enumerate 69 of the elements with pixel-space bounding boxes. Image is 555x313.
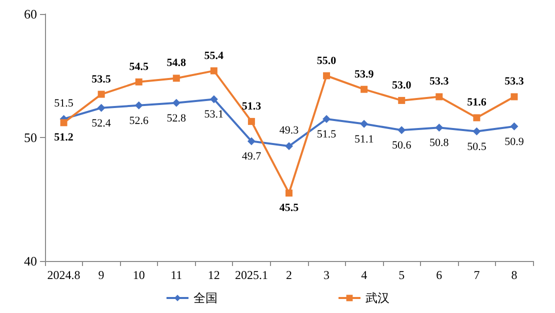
x-tick-label: 11 xyxy=(170,268,182,282)
x-tick-label: 2 xyxy=(286,268,292,282)
point xyxy=(286,190,292,197)
point xyxy=(135,78,142,86)
point xyxy=(98,90,105,98)
x-tick-label: 6 xyxy=(436,268,442,282)
data-label: 51.6 xyxy=(467,96,487,109)
point xyxy=(97,104,106,112)
data-label: 53.0 xyxy=(392,79,412,92)
data-label: 53.5 xyxy=(92,73,112,86)
point xyxy=(472,127,481,136)
data-label: 50.9 xyxy=(504,136,524,148)
data-label: 54.5 xyxy=(129,60,149,73)
point xyxy=(210,95,218,104)
y-tick-label: 40 xyxy=(24,254,37,268)
point xyxy=(398,126,406,134)
data-label: 52.4 xyxy=(92,117,112,130)
x-tick-label: 8 xyxy=(511,268,518,282)
x-tick-label: 2025.1 xyxy=(234,268,268,282)
point xyxy=(172,74,180,82)
data-label: 52.6 xyxy=(129,114,149,127)
data-label: 45.5 xyxy=(279,202,300,214)
point xyxy=(510,122,518,130)
point xyxy=(473,114,480,122)
y-tick-label: 60 xyxy=(24,6,37,22)
data-label: 51.5 xyxy=(54,97,74,110)
point xyxy=(398,96,406,104)
data-label: 52.8 xyxy=(166,112,187,124)
y-tick-label: 50 xyxy=(24,130,37,145)
point xyxy=(322,114,331,123)
data-label: 53.9 xyxy=(354,68,374,80)
data-label: 53.3 xyxy=(504,76,524,88)
data-label: 51.2 xyxy=(54,132,74,144)
point xyxy=(510,93,518,100)
data-label: 51.5 xyxy=(316,128,337,140)
x-tick-label: 12 xyxy=(208,268,220,282)
data-label: 49.3 xyxy=(279,124,300,137)
point xyxy=(248,118,255,125)
point xyxy=(134,101,143,110)
point xyxy=(360,120,368,128)
data-label: 50.5 xyxy=(467,140,487,153)
data-label: 55.0 xyxy=(316,54,337,67)
data-label: 50.8 xyxy=(430,137,450,150)
data-label: 51.3 xyxy=(242,100,262,112)
data-label: 54.8 xyxy=(166,57,187,70)
legend-label: 武汉 xyxy=(366,291,390,305)
point xyxy=(323,72,330,80)
point xyxy=(285,142,293,150)
x-tick-label: 4 xyxy=(361,268,368,282)
point xyxy=(436,93,443,100)
data-label: 51.1 xyxy=(354,133,374,146)
x-tick-label: 3 xyxy=(324,268,330,282)
x-tick-label: 9 xyxy=(98,268,104,282)
data-label: 53.1 xyxy=(204,108,224,121)
point xyxy=(360,86,368,93)
point xyxy=(172,98,180,107)
data-label: 49.7 xyxy=(242,150,262,163)
x-tick-label: 5 xyxy=(398,268,405,282)
point xyxy=(247,137,256,146)
point xyxy=(210,67,218,74)
point xyxy=(435,124,444,132)
legend-label: 全国 xyxy=(194,291,218,305)
point xyxy=(60,119,68,126)
data-label: 55.4 xyxy=(204,50,224,62)
data-label: 50.6 xyxy=(392,140,412,152)
data-label: 53.3 xyxy=(430,76,450,88)
x-tick-label: 10 xyxy=(132,268,145,282)
x-tick-label: 2024.8 xyxy=(47,268,80,282)
x-tick-label: 7 xyxy=(474,268,480,282)
